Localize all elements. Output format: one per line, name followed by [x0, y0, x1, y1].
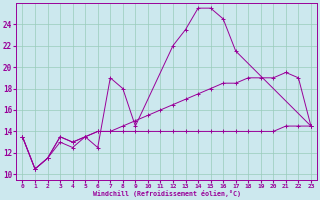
X-axis label: Windchill (Refroidissement éolien,°C): Windchill (Refroidissement éolien,°C)	[93, 190, 241, 197]
